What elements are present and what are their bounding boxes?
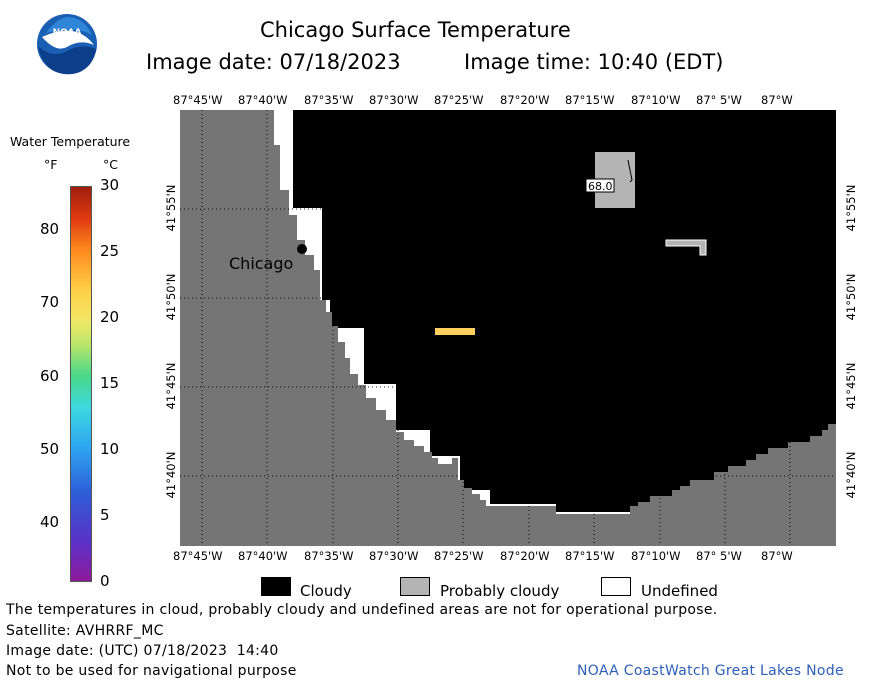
lat-label-left: 41°50'N [164, 273, 178, 321]
lon-label-top: 87°40'W [238, 93, 288, 107]
colorbar [70, 186, 92, 582]
noaa-logo: NOAA [36, 13, 98, 75]
lat-label-right: 41°50'N [844, 273, 858, 321]
footer-note: The temperatures in cloud, probably clou… [6, 602, 718, 618]
probably-cloudy-small [665, 239, 707, 256]
graticule [180, 110, 836, 546]
lat-label-left: 41°45'N [164, 362, 178, 410]
lon-label-top: 87°45'W [173, 93, 223, 107]
lon-label-top: 87°10'W [631, 93, 681, 107]
lon-label-top: 87° 5'W [696, 93, 742, 107]
colorbar-tick-c: 15 [100, 374, 120, 392]
chicago-label: Chicago [229, 254, 293, 273]
colorbar-tick-c: 10 [100, 440, 120, 458]
footer-utc-date: Image date: (UTC) 07/18/2023 14:40 [6, 643, 279, 659]
lon-label-top: 87°35'W [304, 93, 354, 107]
lon-label-top: 87°25'W [434, 93, 484, 107]
lat-label-right: 41°55'N [844, 184, 858, 232]
land-area [180, 110, 836, 546]
legend-undefined-label: Undefined [641, 582, 718, 600]
colorbar-unit-c: °C [103, 157, 118, 172]
footer-credit: NOAA CoastWatch Great Lakes Node [577, 663, 844, 679]
colorbar-tick-c: 5 [100, 506, 110, 524]
lon-label-bottom: 87°35'W [304, 549, 354, 563]
lat-label-right: 41°40'N [844, 451, 858, 499]
colorbar-tick-f: 70 [40, 293, 60, 312]
image-time: Image time: 10:40 (EDT) [464, 50, 724, 74]
lon-label-bottom: 87°30'W [369, 549, 419, 563]
colorbar-tick-c: 0 [100, 572, 110, 590]
colorbar-tick-f: 80 [40, 220, 60, 238]
footer-navigation: Not to be used for navigational purpose [6, 663, 297, 679]
footer-satellite: Satellite: AVHRRF_MC [6, 623, 164, 639]
lon-label-bottom: 87°45'W [173, 549, 223, 563]
legend-probably-cloudy-swatch [400, 577, 430, 596]
legend-probably-cloudy-label: Probably cloudy [440, 582, 560, 600]
lat-label-right: 41°45'N [844, 362, 858, 410]
lat-label-left: 41°55'N [164, 184, 178, 232]
lon-label-top: 87°30'W [369, 93, 419, 107]
noaa-logo-text: NOAA [53, 28, 82, 38]
colorbar-tick-c: 20 [100, 308, 120, 326]
lon-label-top: 87°W [761, 93, 793, 107]
lon-label-bottom: 87°20'W [500, 549, 550, 563]
legend-undefined-swatch [601, 577, 631, 596]
legend-cloudy-swatch [261, 577, 291, 596]
colorbar-tick-f: 60 [40, 366, 60, 385]
colorbar-title: Water Temperature [10, 134, 131, 149]
lon-label-top: 87°15'W [565, 93, 615, 107]
chicago-marker [297, 244, 307, 254]
lon-label-bottom: 87°25'W [434, 549, 484, 563]
image-date: Image date: 07/18/2023 [146, 50, 401, 74]
colorbar-unit-f: °F [44, 157, 58, 172]
lon-label-bottom: 87° 5'W [696, 549, 742, 563]
reading-box [585, 178, 615, 193]
lon-label-top: 87°20'W [500, 93, 550, 107]
lat-label-left: 41°40'N [164, 451, 178, 499]
colorbar-tick-f: 40 [40, 513, 60, 532]
legend-cloudy-label: Cloudy [300, 582, 352, 600]
colorbar-tick-c: 30 [100, 176, 120, 194]
temperature-reading: 68.0 [588, 180, 613, 193]
warm-pixel [435, 328, 475, 335]
lon-label-bottom: 87°15'W [565, 549, 615, 563]
page-title: Chicago Surface Temperature [260, 18, 571, 42]
lon-label-bottom: 87°W [761, 549, 793, 563]
colorbar-tick-c: 25 [100, 242, 120, 260]
lon-label-bottom: 87°10'W [631, 549, 681, 563]
colorbar-tick-f: 50 [40, 440, 60, 458]
lon-label-bottom: 87°40'W [238, 549, 288, 563]
